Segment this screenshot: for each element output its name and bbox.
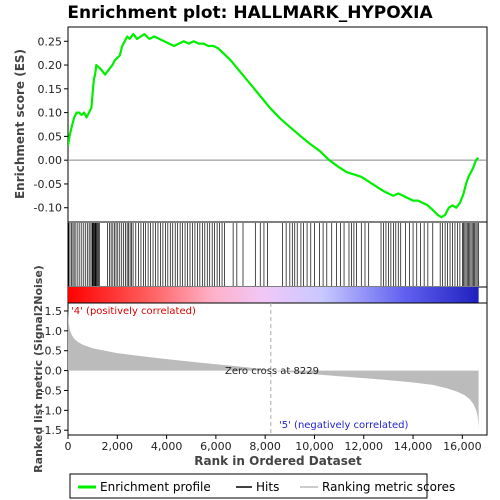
es-y-axis: -0.10 -0.05 0.00 0.05 0.10 0.15 0.20 0.25 — [34, 35, 68, 215]
hits-panel — [67, 221, 488, 288]
negative-correlation-label: '5' (negatively correlated) — [279, 420, 408, 431]
es-y-tick-label: -0.10 — [34, 202, 62, 215]
es-y-tick-label: -0.05 — [34, 178, 62, 191]
ranking-colorbar — [68, 287, 479, 303]
x-tick-label: 8,000 — [249, 440, 281, 453]
es-plot-frame — [67, 26, 488, 223]
x-tick-label: 14,000 — [394, 440, 433, 453]
x-tick-label: 2,000 — [102, 440, 134, 453]
es-y-tick-label: 0.15 — [38, 83, 63, 96]
x-tick-label: 16,000 — [443, 440, 482, 453]
metric-y-tick-label: -0.5 — [41, 384, 62, 397]
es-y-tick-label: 0.00 — [38, 154, 63, 167]
metric-y-tick-label: -1.0 — [41, 404, 62, 417]
legend: Enrichment profile Hits Ranking metric s… — [69, 473, 455, 499]
metric-y-tick-label: 0.0 — [45, 365, 63, 378]
x-tick-label: 4,000 — [151, 440, 183, 453]
es-axis-label: Enrichment score (ES) — [13, 49, 27, 199]
es-y-tick-label: 0.05 — [38, 130, 63, 143]
x-tick-label: 6,000 — [200, 440, 232, 453]
chart-title: Enrichment plot: HALLMARK_HYPOXIA — [67, 3, 433, 23]
es-y-tick-label: 0.25 — [38, 35, 63, 48]
metric-y-tick-label: 1.5 — [45, 305, 63, 318]
metric-y-tick-label: -1.5 — [41, 424, 62, 437]
x-tick-label: 0 — [65, 440, 72, 453]
x-tick-label: 12,000 — [345, 440, 384, 453]
es-panel: -0.10 -0.05 0.00 0.05 0.10 0.15 0.20 0.25 Enric… — [13, 26, 488, 223]
legend-frame — [69, 473, 428, 499]
legend-label-enrichment-profile: Enrichment profile — [100, 480, 211, 494]
metric-panel: -1.5 -1.0 -0.5 0.0 0.5 1.0 1.5 0 2,000 4,000 6,00… — [32, 265, 488, 473]
metric-x-axis: 0 2,000 4,000 6,000 8,000 10,000 12,000 14,000 1… — [65, 435, 482, 453]
legend-label-hits: Hits — [256, 480, 279, 494]
enrichment-profile-line — [68, 33, 480, 219]
es-y-tick-label: 0.10 — [38, 107, 63, 120]
metric-y-tick-label: 0.5 — [45, 345, 63, 358]
metric-axis-label: Ranked list metric (Signal2Noise) — [32, 265, 45, 473]
metric-y-axis: -1.5 -1.0 -0.5 0.0 0.5 1.0 1.5 — [41, 305, 68, 437]
es-y-tick-label: 0.20 — [38, 59, 63, 72]
x-tick-label: 10,000 — [295, 440, 334, 453]
legend-label-ranking-metric: Ranking metric scores — [322, 480, 455, 494]
positive-correlation-label: '4' (positively correlated) — [71, 306, 196, 317]
zero-cross-label: Zero cross at 8229 — [225, 366, 319, 377]
hit-marks — [68, 223, 479, 286]
x-axis-label: Rank in Ordered Dataset — [194, 454, 362, 468]
hits-frame — [67, 221, 488, 288]
metric-y-tick-label: 1.0 — [45, 325, 63, 338]
ranking-metric-area — [68, 309, 479, 431]
